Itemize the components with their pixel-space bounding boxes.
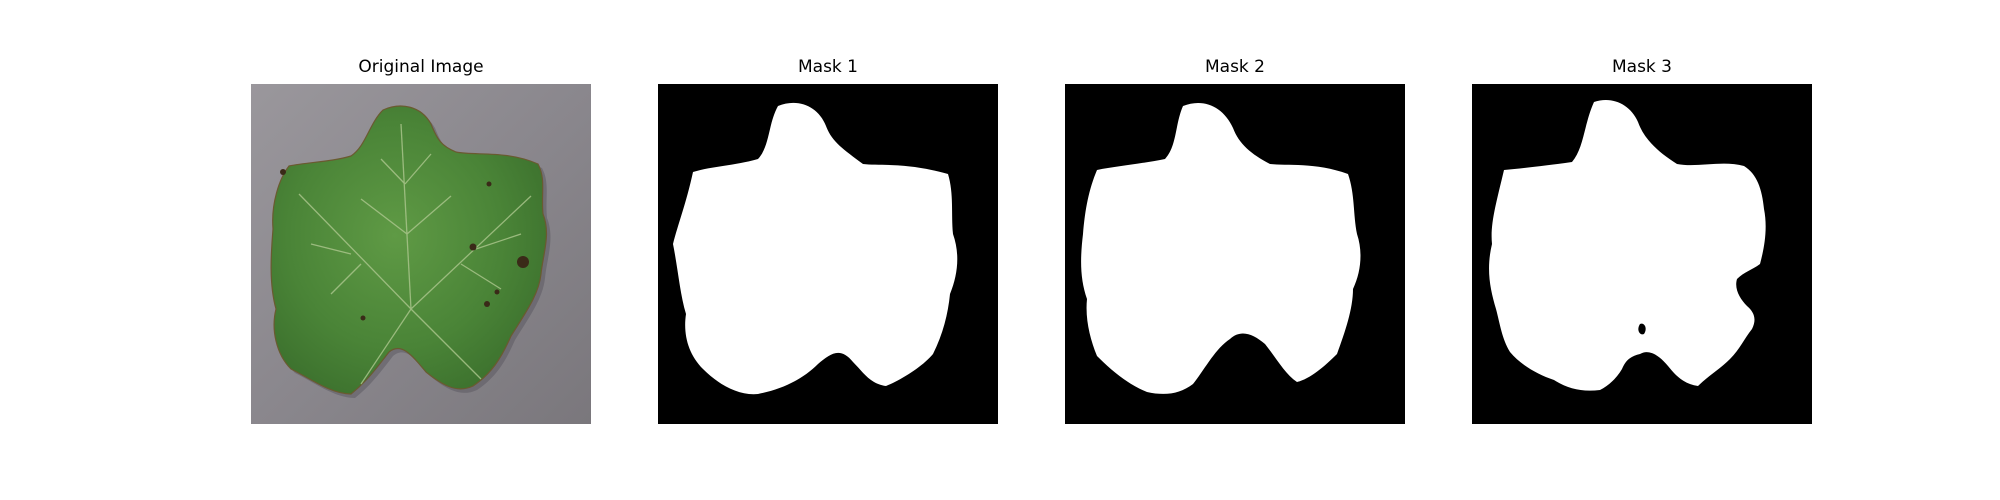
- mask-region: [1489, 100, 1766, 391]
- mask-region: [1081, 102, 1361, 394]
- leaf-veins: [298, 123, 532, 385]
- mask-hole: [1638, 323, 1646, 335]
- mask-1-image: [658, 84, 998, 424]
- original-image: [251, 84, 591, 424]
- panel-title: Original Image: [358, 57, 484, 77]
- panel-title: Mask 1: [797, 57, 858, 77]
- mask-3-image: [1472, 84, 1812, 424]
- mask-2-image: [1065, 84, 1405, 424]
- leaf-spots: [280, 169, 529, 321]
- mask-region: [673, 102, 958, 395]
- panel-title: Mask 3: [1611, 57, 1672, 77]
- leaf: [270, 105, 548, 395]
- panel-title: Mask 2: [1204, 57, 1265, 77]
